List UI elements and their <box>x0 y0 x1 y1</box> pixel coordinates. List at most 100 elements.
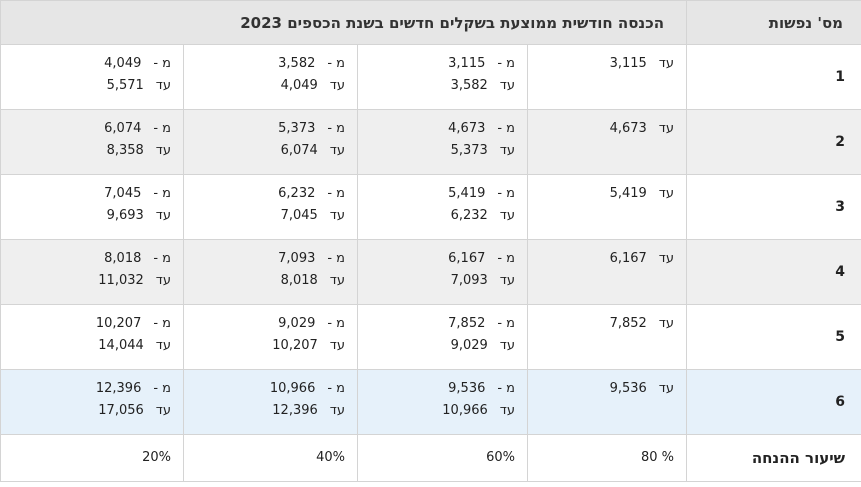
range-cell: מ - 5,373 עד 6,074 <box>183 109 359 175</box>
prefix-label: מ - <box>153 316 172 331</box>
range-value: 6,232 <box>450 208 488 223</box>
range-value: 9,693 <box>106 208 144 223</box>
prefix-label: מ - <box>153 251 172 266</box>
range-value: 9,029 <box>278 316 316 331</box>
range-value: 3,582 <box>450 78 488 93</box>
range-value: 4,049 <box>104 56 142 71</box>
prefix-label: עד <box>329 403 346 418</box>
prefix-label: מ - <box>497 251 516 266</box>
range-value: 10,207 <box>272 338 318 353</box>
range-value: 6,074 <box>104 121 142 136</box>
range-value: 7,093 <box>450 273 488 288</box>
prefix-label: עד <box>658 121 675 136</box>
prefix-label: עד <box>658 251 675 266</box>
prefix-label: מ - <box>327 121 346 136</box>
prefix-label: עד <box>658 186 675 201</box>
prefix-label: מ - <box>497 121 516 136</box>
range-cell: עד 6,167 <box>527 239 688 305</box>
range-value: 12,396 <box>95 381 142 396</box>
range-value: 5,419 <box>609 186 647 201</box>
range-cell: מ - 10,207 עד 14,044 <box>0 304 185 370</box>
discount-percent: 60% <box>486 450 516 465</box>
range-value: 5,419 <box>448 186 486 201</box>
range-value: 6,167 <box>609 251 647 266</box>
prefix-label: עד <box>329 273 346 288</box>
discount-row: שיעור ההנחה 80 % 60% 40% 20% <box>0 434 861 482</box>
range-value: 10,207 <box>95 316 142 331</box>
range-value: 12,396 <box>272 403 318 418</box>
range-value: 7,852 <box>609 316 647 331</box>
range-cell: מ - 12,396 עד 17,056 <box>0 369 185 435</box>
discount-value: 40% <box>183 434 359 482</box>
prefix-label: עד <box>658 381 675 396</box>
prefix-label: עד <box>499 208 516 223</box>
range-cell: מ - 8,018 עד 11,032 <box>0 239 185 305</box>
range-value: 9,536 <box>609 381 647 396</box>
persons-cell: 6 <box>686 369 861 435</box>
prefix-label: עד <box>155 403 172 418</box>
range-cell: עד 4,673 <box>527 109 688 175</box>
header-row: מס' נפשות הכנסה חודשית ממוצעת בשקלים חדש… <box>0 0 861 45</box>
range-value: 8,018 <box>104 251 142 266</box>
range-cell: מ - 5,419 עד 6,232 <box>357 174 529 240</box>
persons-cell: 1 <box>686 44 861 110</box>
discount-value: 20% <box>0 434 185 482</box>
prefix-label: עד <box>329 143 346 158</box>
income-column-header: הכנסה חודשית ממוצעת בשקלים חדשים בשנת הכ… <box>0 0 688 45</box>
persons-cell: 4 <box>686 239 861 305</box>
persons-cell: 5 <box>686 304 861 370</box>
range-cell: מ - 4,673 עד 5,373 <box>357 109 529 175</box>
persons-cell: 3 <box>686 174 861 240</box>
range-value: 3,115 <box>448 56 486 71</box>
discount-label: שיעור ההנחה <box>686 434 861 482</box>
prefix-label: עד <box>329 208 346 223</box>
range-cell: עד 9,536 <box>527 369 688 435</box>
range-value: 14,044 <box>98 338 144 353</box>
table-row: 3 עד 5,419 מ - 5,419 עד 6,232 מ - 6,232 עד 7,… <box>0 174 861 240</box>
range-value: 17,056 <box>98 403 144 418</box>
prefix-label: מ - <box>327 56 346 71</box>
range-value: 4,673 <box>448 121 486 136</box>
prefix-label: עד <box>155 143 172 158</box>
prefix-label: מ - <box>327 251 346 266</box>
range-value: 5,373 <box>278 121 316 136</box>
prefix-label: עד <box>329 338 346 353</box>
range-value: 6,167 <box>448 251 486 266</box>
range-cell: מ - 3,582 עד 4,049 <box>183 44 359 110</box>
range-value: 10,966 <box>269 381 316 396</box>
range-value: 5,571 <box>106 78 144 93</box>
prefix-label: מ - <box>153 121 172 136</box>
prefix-label: עד <box>155 78 172 93</box>
prefix-label: מ - <box>497 56 516 71</box>
prefix-label: עד <box>155 208 172 223</box>
range-value: 4,673 <box>609 121 647 136</box>
range-value: 7,093 <box>278 251 316 266</box>
range-cell: מ - 6,232 עד 7,045 <box>183 174 359 240</box>
range-value: 8,358 <box>106 143 144 158</box>
prefix-label: עד <box>658 56 675 71</box>
range-value: 7,045 <box>104 186 142 201</box>
range-value: 9,029 <box>450 338 488 353</box>
prefix-label: עד <box>155 338 172 353</box>
range-cell: עד 7,852 <box>527 304 688 370</box>
prefix-label: מ - <box>153 381 172 396</box>
prefix-label: עד <box>499 78 516 93</box>
prefix-label: עד <box>658 316 675 331</box>
prefix-label: עד <box>499 143 516 158</box>
range-cell: עד 3,115 <box>527 44 688 110</box>
prefix-label: מ - <box>497 316 516 331</box>
range-value: 6,074 <box>280 143 318 158</box>
range-value: 6,232 <box>278 186 316 201</box>
table-row: 6 עד 9,536 מ - 9,536 עד 10,966 מ - 10,966 עד… <box>0 369 861 435</box>
persons-column-header: מס' נפשות <box>686 0 861 45</box>
discount-value: 80 % <box>527 434 688 482</box>
table-row: 5 עד 7,852 מ - 7,852 עד 9,029 מ - 9,029 עד 10… <box>0 304 861 370</box>
table-row: 2 עד 4,673 מ - 4,673 עד 5,373 מ - 5,373 עד 6,… <box>0 109 861 175</box>
range-value: 11,032 <box>98 273 144 288</box>
prefix-label: עד <box>329 78 346 93</box>
range-cell: מ - 9,029 עד 10,207 <box>183 304 359 370</box>
prefix-label: מ - <box>153 186 172 201</box>
range-value: 7,045 <box>280 208 318 223</box>
prefix-label: מ - <box>327 316 346 331</box>
